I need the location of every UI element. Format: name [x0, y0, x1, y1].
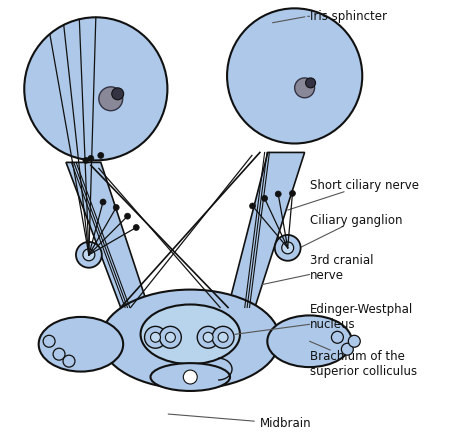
Ellipse shape — [141, 304, 240, 364]
Circle shape — [83, 249, 95, 261]
Polygon shape — [66, 162, 148, 308]
Circle shape — [262, 195, 268, 201]
Circle shape — [341, 343, 353, 355]
Text: Short ciliary nerve: Short ciliary nerve — [288, 179, 419, 210]
Circle shape — [290, 190, 295, 196]
Ellipse shape — [267, 316, 352, 367]
Ellipse shape — [101, 290, 280, 389]
Circle shape — [83, 157, 89, 163]
Circle shape — [133, 224, 139, 231]
Circle shape — [218, 332, 228, 342]
Text: Midbrain: Midbrain — [168, 414, 311, 430]
Circle shape — [113, 204, 119, 211]
Text: Iris sphincter: Iris sphincter — [308, 10, 387, 23]
Circle shape — [100, 199, 106, 205]
Circle shape — [282, 242, 294, 254]
Circle shape — [98, 152, 104, 158]
Text: 3rd cranial
nerve: 3rd cranial nerve — [262, 254, 373, 285]
Text: Edinger-Westphal
nucleus: Edinger-Westphal nucleus — [235, 304, 413, 334]
Circle shape — [24, 17, 167, 160]
Circle shape — [250, 203, 255, 209]
Circle shape — [183, 370, 197, 384]
Circle shape — [53, 348, 65, 360]
Circle shape — [151, 332, 161, 342]
Circle shape — [203, 332, 213, 342]
Circle shape — [306, 78, 316, 88]
Circle shape — [99, 87, 123, 111]
Circle shape — [165, 332, 175, 342]
Ellipse shape — [151, 363, 230, 391]
Circle shape — [331, 331, 343, 343]
Ellipse shape — [39, 317, 123, 371]
Circle shape — [76, 242, 102, 268]
Circle shape — [275, 191, 281, 197]
Circle shape — [348, 335, 360, 347]
Circle shape — [63, 355, 75, 367]
Text: Brachium of the
superior colliculus: Brachium of the superior colliculus — [310, 341, 417, 378]
Circle shape — [43, 335, 55, 347]
Circle shape — [159, 326, 182, 348]
Text: Ciliary ganglion: Ciliary ganglion — [300, 214, 402, 248]
Circle shape — [295, 78, 315, 98]
Circle shape — [212, 326, 234, 348]
Circle shape — [227, 8, 362, 143]
Circle shape — [112, 88, 124, 100]
Polygon shape — [121, 308, 255, 329]
Circle shape — [125, 213, 130, 219]
Circle shape — [197, 326, 219, 348]
Circle shape — [275, 235, 301, 261]
Polygon shape — [228, 152, 305, 308]
Circle shape — [145, 326, 166, 348]
Circle shape — [88, 156, 94, 161]
